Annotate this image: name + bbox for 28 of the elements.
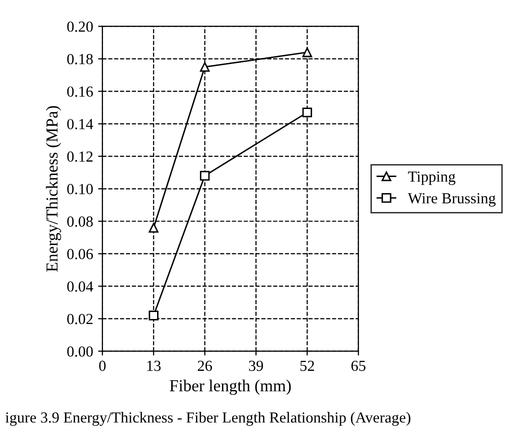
y-tick-label: 0.10 (67, 184, 93, 194)
y-tick-label: 0.12 (67, 151, 93, 162)
point (200, 62, 210, 72)
x-tick-label: 65 (351, 360, 366, 371)
y-tick-label: 0.18 (67, 54, 93, 64)
y-tick-label: 0.06 (67, 248, 93, 260)
y-axis-title: Energy/Thickness (MPa) (46, 106, 62, 272)
x-tick-label: 0 (99, 360, 106, 371)
point (148, 222, 158, 233)
x-tick-label: 52 (300, 360, 314, 371)
point (200, 170, 210, 181)
y-tick-label: 0.00 (67, 346, 93, 357)
x-tick-label: 26 (198, 360, 212, 371)
point (302, 108, 312, 118)
y-tick-label: 0.02 (67, 314, 93, 324)
legend-label: Wire Brussing (408, 193, 496, 207)
y-tick-label: 0.14 (67, 118, 94, 130)
y-tick-label: 0.20 (67, 21, 93, 32)
x-tick-label: 39 (249, 360, 264, 371)
x-axis-title: Fiber length (mm) (170, 380, 291, 395)
legend-label: Tipping (408, 172, 456, 185)
y-tick-label: 0.04 (67, 281, 94, 292)
y-tick-label: 0.08 (67, 216, 93, 227)
y-tick-label: 0.16 (67, 86, 93, 97)
point (148, 310, 158, 320)
point (302, 47, 312, 58)
x-tick-label: 13 (147, 360, 161, 371)
text: igure 3.9 Energy/Thickness - Fiber Length Relationship (Average) (5, 412, 410, 426)
